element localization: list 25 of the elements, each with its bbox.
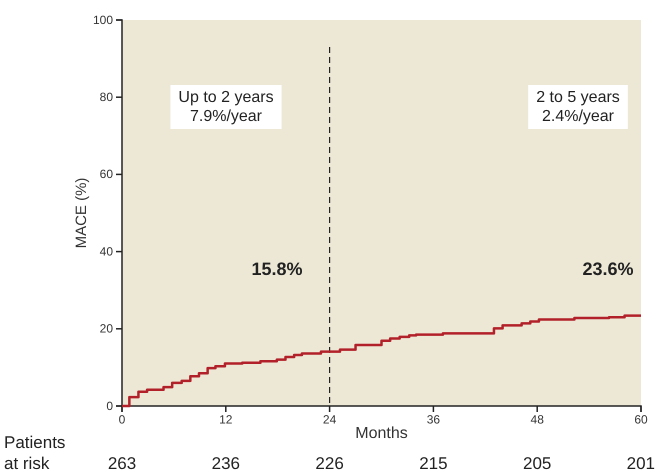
annotation: 2 to 5 years 2.4%/year <box>536 89 620 125</box>
text: 205 <box>523 454 552 473</box>
annotation: 15.8% <box>251 259 303 279</box>
text: 215 <box>419 454 448 473</box>
text: 236 <box>212 454 240 473</box>
annotation: Up to 2 years 7.9%/year <box>178 89 274 125</box>
x-tick-label: 12 <box>219 412 233 427</box>
x-axis-title: Months <box>355 425 408 442</box>
text: 263 <box>108 454 136 473</box>
y-tick-label: 20 <box>100 322 114 336</box>
y-tick-label: 80 <box>100 90 114 104</box>
annotation: 23.6% <box>582 259 634 279</box>
y-axis-title: MACE (%) <box>73 178 90 248</box>
y-tick-label: 0 <box>106 398 114 413</box>
text: 226 <box>315 454 344 473</box>
x-tick-label: 24 <box>322 412 337 427</box>
x-tick-label: 48 <box>530 412 544 427</box>
x-tick-label: 60 <box>634 412 648 427</box>
y-tick-label: 100 <box>92 12 114 27</box>
text: 201 <box>626 454 655 473</box>
text: Patients at risk <box>4 433 66 473</box>
x-tick-label: 36 <box>426 412 440 427</box>
x-tick-label: 0 <box>118 412 126 427</box>
y-tick-label: 40 <box>100 244 114 258</box>
y-tick-label: 60 <box>100 167 114 182</box>
